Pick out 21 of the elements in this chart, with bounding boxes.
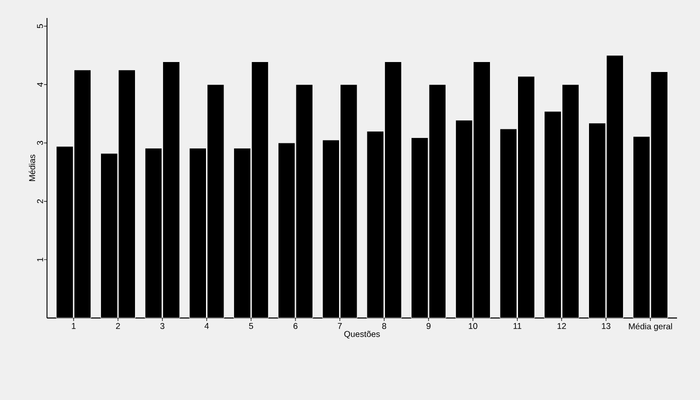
- x-tick-label: 6: [294, 323, 298, 330]
- x-tick-label: 3: [160, 323, 164, 330]
- x-axis-title: Questões: [344, 330, 380, 339]
- y-tick-label: 3: [36, 140, 43, 145]
- x-tick-label: 12: [558, 323, 566, 329]
- x-tick-label: 1: [72, 323, 76, 329]
- y-tick-label: 4: [37, 82, 43, 87]
- y-tick-label: 5: [37, 24, 43, 28]
- x-tick-label: 8: [382, 323, 386, 330]
- x-tick-label: Média geral: [628, 323, 672, 332]
- y-tick-label: 2: [37, 199, 43, 204]
- x-tick-label: 2: [116, 323, 120, 329]
- x-tick-label: 9: [426, 323, 431, 330]
- y-axis-title: Médias: [28, 154, 36, 181]
- x-tick-label: 11: [514, 323, 522, 329]
- x-tick-label: 7: [338, 323, 342, 329]
- x-tick-label: 13: [602, 323, 610, 330]
- x-tick-label: 5: [249, 323, 254, 329]
- x-tick-label: 4: [204, 323, 209, 329]
- y-tick-label: 1: [37, 258, 43, 262]
- x-tick-label: 10: [468, 323, 478, 330]
